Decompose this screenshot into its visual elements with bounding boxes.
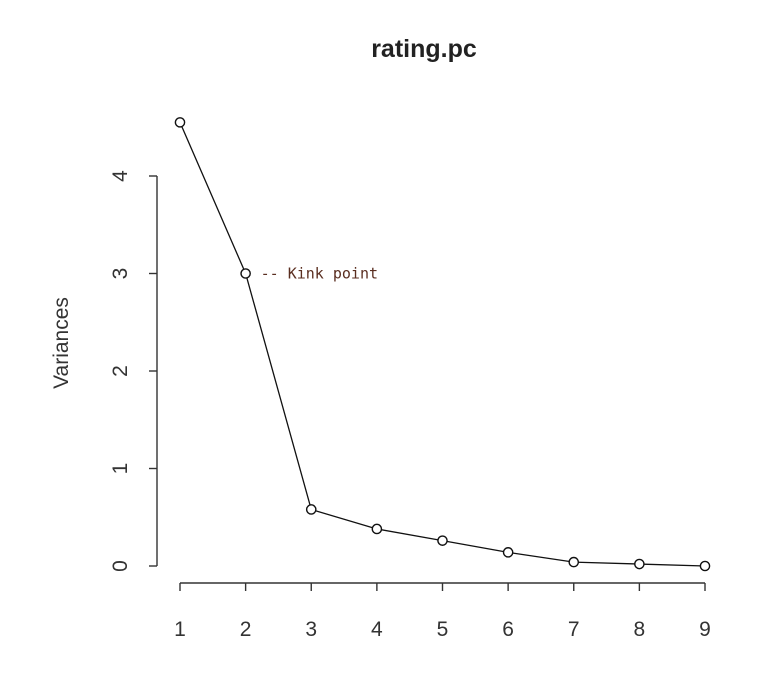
- x-tick-label: 8: [634, 618, 646, 641]
- series-group: [174, 117, 711, 572]
- x-tick-label: 5: [437, 618, 449, 641]
- data-point: [568, 556, 580, 568]
- data-point: [502, 547, 514, 558]
- x-tick-label: 7: [568, 618, 580, 641]
- x-tick-label: 3: [305, 618, 317, 641]
- y-tick-label: 1: [109, 463, 132, 475]
- annotation-group: -- Kink point: [261, 265, 378, 283]
- x-axis: 1 2 3 4 5 6 7 8 9: [174, 582, 711, 641]
- x-tick-label: 1: [174, 618, 186, 641]
- y-tick-label: 4: [109, 170, 132, 182]
- x-tick-label: 2: [240, 618, 252, 641]
- y-tick-label: 3: [109, 268, 132, 280]
- y-tick-label: 2: [109, 365, 132, 377]
- data-point: [634, 558, 645, 570]
- kink-point-annotation: -- Kink point: [261, 265, 378, 283]
- x-tick-label: 9: [699, 618, 711, 641]
- y-tick-label: 0: [109, 560, 132, 572]
- y-axis-label: Variances: [50, 297, 73, 389]
- y-axis: 0 1 2 3 4: [109, 170, 158, 572]
- data-point: [371, 523, 383, 535]
- series-line: [179, 122, 706, 567]
- chart-title: rating.pc: [371, 35, 477, 63]
- data-point: [240, 268, 251, 279]
- data-point: [437, 535, 448, 546]
- data-point: [174, 117, 186, 128]
- x-tick-label: 4: [371, 618, 383, 641]
- data-point: [305, 504, 317, 515]
- x-tick-label: 6: [502, 618, 514, 641]
- data-point: [699, 560, 711, 572]
